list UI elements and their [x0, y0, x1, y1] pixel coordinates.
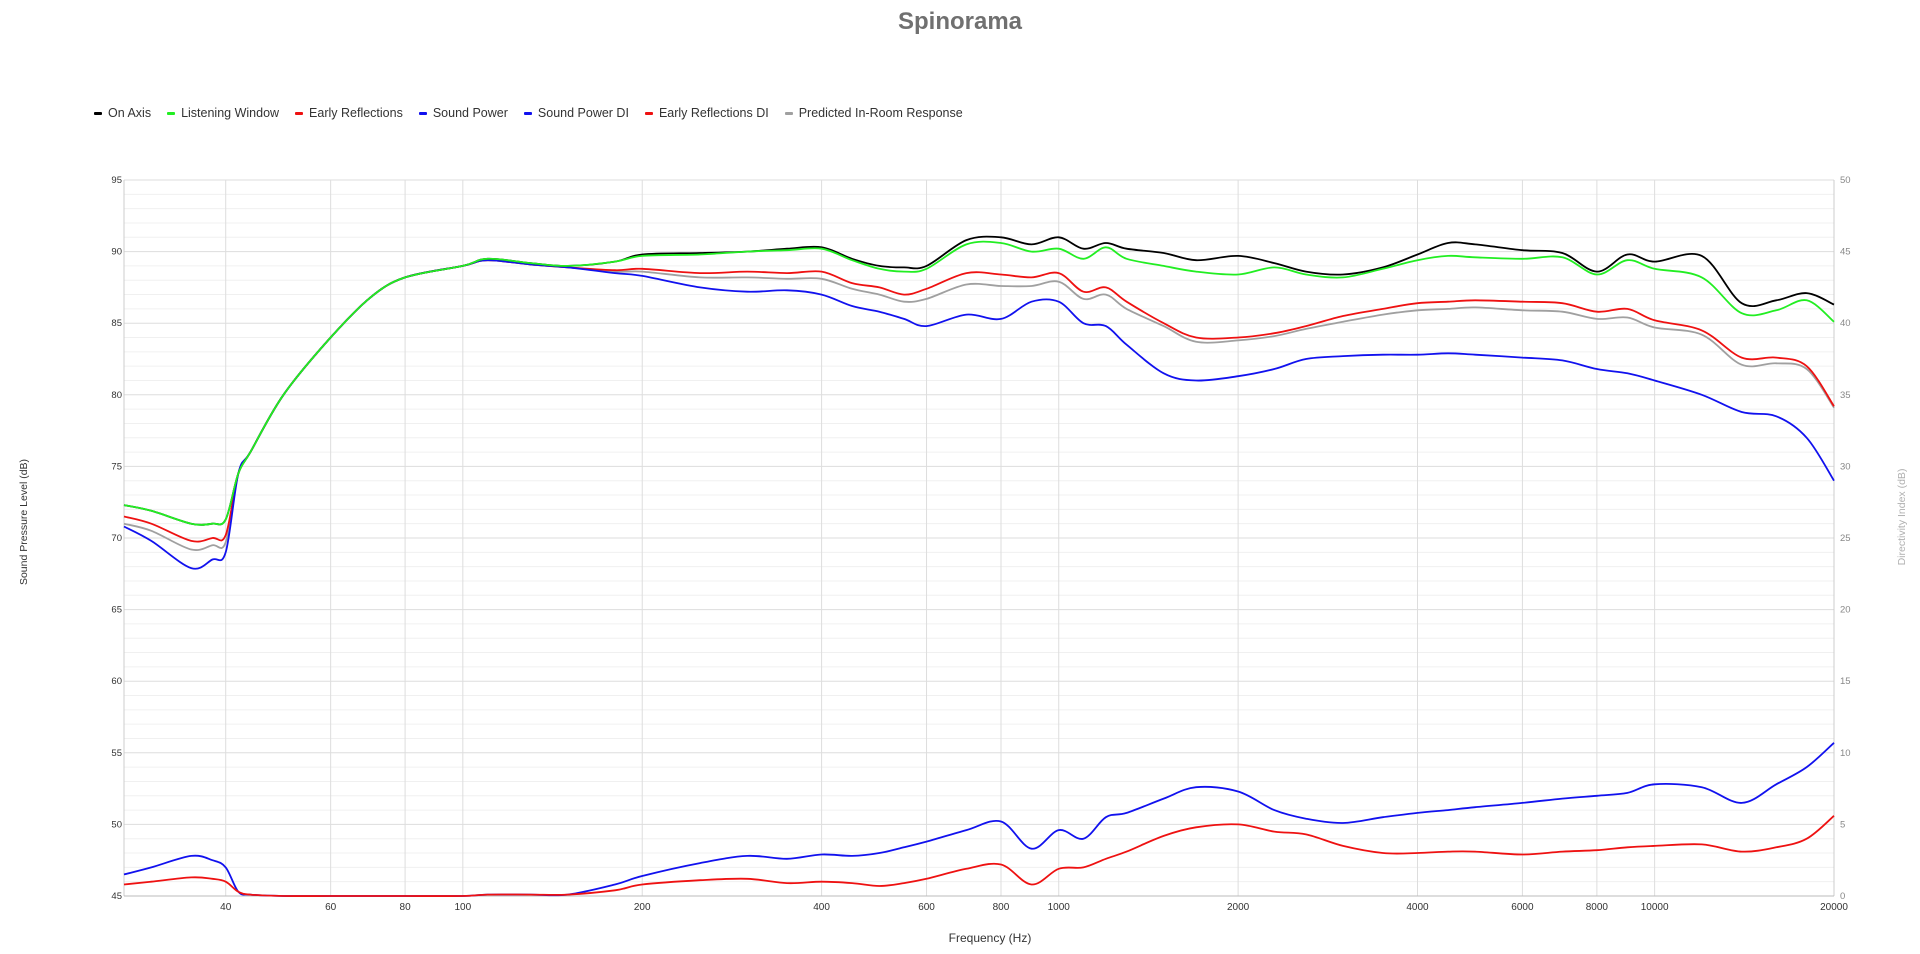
- x-tick-label: 60: [325, 902, 337, 913]
- legend-label: Listening Window: [181, 106, 280, 120]
- y2-tick-label: 15: [1840, 676, 1851, 687]
- legend-item-on-axis[interactable]: On Axis: [94, 106, 151, 120]
- y-axis-title: Sound Pressure Level (dB): [18, 459, 30, 585]
- legend-label: Sound Power DI: [537, 106, 629, 120]
- x-axis-title: Frequency (Hz): [949, 931, 1032, 945]
- y2-tick-label: 35: [1840, 390, 1851, 401]
- y2-tick-label: 50: [1840, 175, 1851, 186]
- legend-label: Sound Power: [432, 106, 508, 120]
- x-tick-label: 200: [634, 902, 651, 913]
- x-tick-label: 20000: [1820, 902, 1848, 913]
- chart-title: Spinorama: [897, 8, 1023, 35]
- x-tick-label: 40: [220, 902, 232, 913]
- x-tick-label: 800: [993, 902, 1010, 913]
- legend-label: Early Reflections DI: [658, 106, 769, 120]
- x-tick-label: 80: [400, 902, 412, 913]
- legend-item-sound-power[interactable]: Sound Power: [418, 106, 508, 120]
- x-tick-label: 600: [918, 902, 935, 913]
- x-tick-label: 4000: [1406, 902, 1429, 913]
- legend-swatch: [94, 111, 102, 115]
- y-tick-label: 45: [111, 891, 122, 902]
- legend-label: Early Reflections: [309, 106, 403, 120]
- x-tick-label: 8000: [1586, 902, 1609, 913]
- series-line-predicted-in-room-response: [123, 259, 1835, 551]
- x-tick-label: 6000: [1511, 902, 1534, 913]
- x-tick-label: 1000: [1048, 902, 1071, 913]
- y-tick-label: 70: [111, 533, 122, 544]
- legend-item-early-reflections[interactable]: Early Reflections: [295, 106, 403, 120]
- y2-tick-label: 5: [1840, 819, 1845, 830]
- y-tick-label: 55: [111, 748, 122, 759]
- series-line-sound-power-di: [123, 742, 1835, 897]
- y2-tick-label: 40: [1840, 318, 1851, 329]
- y2-tick-label: 45: [1840, 247, 1851, 258]
- series-line-early-reflections-di: [123, 815, 1835, 897]
- legend-swatch: [295, 111, 304, 115]
- y2-tick-label: 30: [1840, 461, 1851, 472]
- x-tick-label: 100: [454, 902, 471, 913]
- x-tick-label: 10000: [1641, 902, 1669, 913]
- chart-legend: On Axis Listening Window Early Reflections…: [94, 106, 963, 120]
- x-tick-label: 400: [813, 902, 830, 913]
- legend-item-predicted-in-room-response[interactable]: Predicted In-Room Response: [784, 106, 963, 120]
- y2-tick-label: 25: [1840, 533, 1851, 544]
- y-tick-label: 85: [111, 318, 122, 329]
- legend-item-early-reflections-di[interactable]: Early Reflections DI: [644, 106, 769, 120]
- x-tick-label: 2000: [1227, 902, 1250, 913]
- legend-item-sound-power-di[interactable]: Sound Power DI: [523, 106, 629, 120]
- legend-swatch: [523, 111, 532, 115]
- y-tick-label: 80: [111, 390, 122, 401]
- legend-swatch: [418, 111, 427, 115]
- series-line-early-reflections: [123, 259, 1835, 543]
- y2-tick-label: 20: [1840, 605, 1851, 616]
- legend-label: Predicted In-Room Response: [798, 106, 963, 120]
- y-tick-label: 90: [111, 247, 122, 258]
- y2-tick-label: 10: [1840, 748, 1851, 759]
- y-tick-label: 95: [111, 175, 122, 186]
- y-tick-label: 60: [111, 676, 122, 687]
- legend-item-listening-window[interactable]: Listening Window: [167, 106, 279, 120]
- y2-tick-label: 0: [1840, 891, 1845, 902]
- legend-swatch: [644, 111, 653, 115]
- legend-label: On Axis: [108, 106, 152, 120]
- y2-axis-title: Directivity Index (dB): [1896, 469, 1908, 566]
- y-tick-label: 75: [111, 461, 122, 472]
- y-tick-label: 50: [111, 819, 122, 830]
- y-tick-label: 65: [111, 605, 122, 616]
- legend-swatch: [784, 111, 793, 115]
- legend-swatch: [167, 111, 176, 115]
- series-line-listening-window: [123, 240, 1835, 526]
